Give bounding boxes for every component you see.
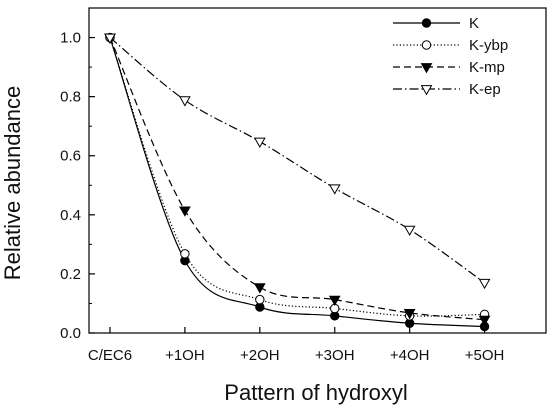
legend-item: K-ep (393, 81, 501, 98)
y-tick-label: 0.0 (60, 325, 81, 342)
x-tick-label: +3OH (315, 347, 355, 364)
series-k-ep (104, 33, 491, 290)
legend-marker (420, 85, 433, 96)
x-tick-label: +4OH (390, 347, 430, 364)
data-point (180, 249, 190, 259)
data-point (403, 309, 416, 320)
series-line (109, 37, 485, 328)
series-layer (104, 32, 491, 332)
y-axis-title: Relative abundance (0, 86, 25, 280)
y-tick-label: 0.2 (60, 266, 81, 283)
x-tick-label: +1OH (165, 347, 205, 364)
data-point (104, 33, 116, 44)
data-point (253, 283, 266, 294)
data-point (179, 96, 191, 107)
legend-marker (420, 63, 433, 74)
x-axis-title: Pattern of hydroxyl (224, 380, 407, 405)
legend-marker (421, 40, 432, 50)
legend-marker (421, 18, 432, 28)
legend-label: K-ep (469, 81, 501, 98)
legend-label: K-mp (469, 59, 505, 76)
legend-label: K (469, 15, 479, 32)
data-point (179, 206, 191, 217)
axes: 0.0 0.2 0.4 0.6 0.8 1.0 C/EC6 +1OH +2OH +3OH +4OH +… (60, 7, 547, 364)
series-k (105, 32, 490, 332)
plot-frame (88, 7, 547, 334)
legend-item: K-ybp (393, 37, 508, 54)
series-k-ybp (105, 32, 490, 321)
data-point (328, 295, 341, 307)
data-point (478, 315, 491, 327)
series-line (109, 37, 485, 284)
data-point (403, 225, 416, 237)
legend: K K-ybp K-mp K-ep (393, 15, 508, 98)
y-tick-label: 1.0 (60, 30, 81, 47)
data-point (255, 294, 265, 305)
x-tick-label: +5OH (465, 347, 505, 364)
legend-item: K (393, 15, 479, 32)
y-tick-label: 0.6 (60, 148, 81, 165)
y-tick-label: 0.4 (60, 207, 81, 224)
legend-item: K-mp (393, 59, 505, 76)
x-tick-label: C/EC6 (88, 347, 132, 364)
data-point (253, 137, 266, 148)
y-tick-label: 0.8 (60, 89, 81, 106)
series-line (109, 37, 485, 321)
x-tick-label: +2OH (240, 347, 280, 364)
data-point (478, 278, 491, 290)
series-k-mp (104, 33, 491, 327)
data-point (328, 184, 341, 195)
legend-label: K-ybp (469, 37, 508, 54)
series-line (109, 37, 485, 317)
